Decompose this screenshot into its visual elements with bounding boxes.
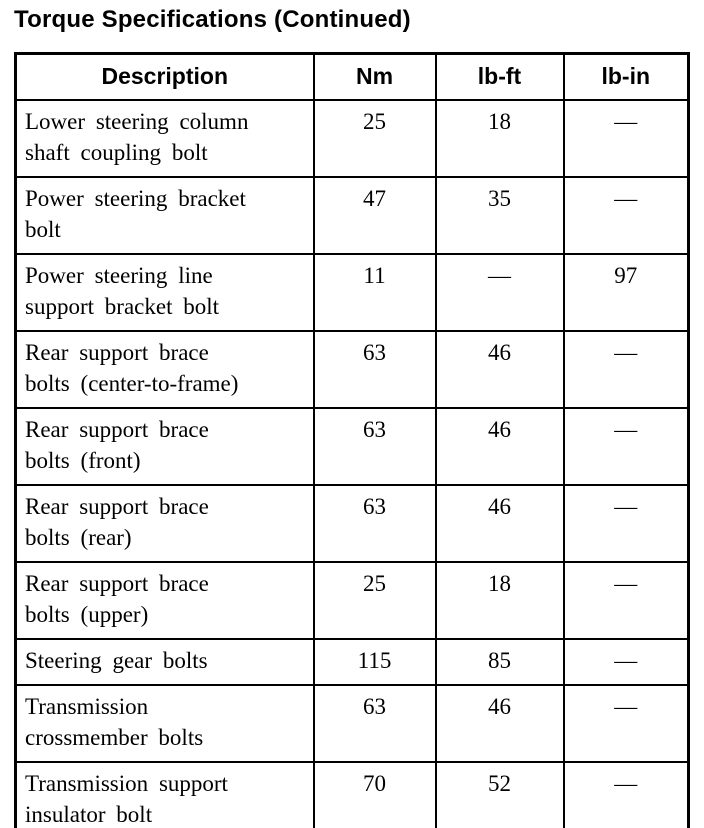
table-body: Lower steering column shaft coupling bol…	[14, 99, 690, 828]
nm-cell: 63	[312, 484, 437, 563]
description-cell: Rear support brace bolts (upper)	[14, 561, 315, 640]
lbin-cell: —	[562, 638, 690, 686]
nm-cell: 11	[312, 253, 437, 332]
table-row: Rear support brace bolts (front) 63 46—	[14, 407, 690, 486]
nm-cell: 47	[312, 176, 437, 255]
lbft-cell: 18	[434, 99, 565, 178]
description-cell: Rear support brace bolts (rear)	[14, 484, 315, 563]
lbft-cell: 46	[434, 407, 565, 486]
description-cell: Rear support brace bolts (center-to-fram…	[14, 330, 315, 409]
table-row: Transmission crossmember bolts 63 46—	[14, 684, 690, 763]
nm-cell: 63	[312, 330, 437, 409]
lbft-cell: 46	[434, 330, 565, 409]
nm-cell: 25	[312, 561, 437, 640]
lbft-cell: 52	[434, 761, 565, 828]
description-cell: Rear support brace bolts (front)	[14, 407, 315, 486]
column-header-lbft: lb-ft	[434, 52, 565, 101]
nm-cell: 70	[312, 761, 437, 828]
lbft-cell: 85	[434, 638, 565, 686]
lbin-cell: —	[562, 407, 690, 486]
column-header-description: Description	[14, 52, 315, 101]
description-cell: Power steering line support bracket bolt	[14, 253, 315, 332]
nm-cell: 63	[312, 407, 437, 486]
lbft-cell: —	[434, 253, 565, 332]
lbft-cell: 46	[434, 684, 565, 763]
lbin-cell: 97	[562, 253, 690, 332]
table-row: Rear support brace bolts (center-to-fram…	[14, 330, 690, 409]
description-cell: Power steering bracket bolt	[14, 176, 315, 255]
table-row: Power steering bracket bolt 47 35—	[14, 176, 690, 255]
nm-cell: 63	[312, 684, 437, 763]
description-cell: Steering gear bolts	[14, 638, 315, 686]
table-row: Transmission support insulator bolt 70 52—	[14, 761, 690, 828]
lbin-cell: —	[562, 484, 690, 563]
table-row: Steering gear bolts 115 85—	[14, 638, 690, 686]
table-row: Rear support brace bolts (upper) 25 18—	[14, 561, 690, 640]
lbin-cell: —	[562, 684, 690, 763]
lbin-cell: —	[562, 99, 690, 178]
description-cell: Transmission support insulator bolt	[14, 761, 315, 828]
lbin-cell: —	[562, 561, 690, 640]
lbin-cell: —	[562, 176, 690, 255]
table-row: Rear support brace bolts (rear) 63 46—	[14, 484, 690, 563]
column-header-lbin: lb-in	[562, 52, 690, 101]
header-row: Description Nm lb-ft lb-in	[14, 52, 690, 101]
table-row: Lower steering column shaft coupling bol…	[14, 99, 690, 178]
description-cell: Lower steering column shaft coupling bol…	[14, 99, 315, 178]
table-header: Description Nm lb-ft lb-in	[14, 52, 690, 101]
description-cell: Transmission crossmember bolts	[14, 684, 315, 763]
lbft-cell: 18	[434, 561, 565, 640]
page-title: Torque Specifications (Continued)	[14, 6, 411, 33]
lbin-cell: —	[562, 761, 690, 828]
lbin-cell: —	[562, 330, 690, 409]
torque-spec-table: Description Nm lb-ft lb-in Lower steerin…	[14, 52, 690, 828]
lbft-cell: 46	[434, 484, 565, 563]
table-row: Power steering line support bracket bolt…	[14, 253, 690, 332]
nm-cell: 25	[312, 99, 437, 178]
lbft-cell: 35	[434, 176, 565, 255]
nm-cell: 115	[312, 638, 437, 686]
column-header-nm: Nm	[312, 52, 437, 101]
